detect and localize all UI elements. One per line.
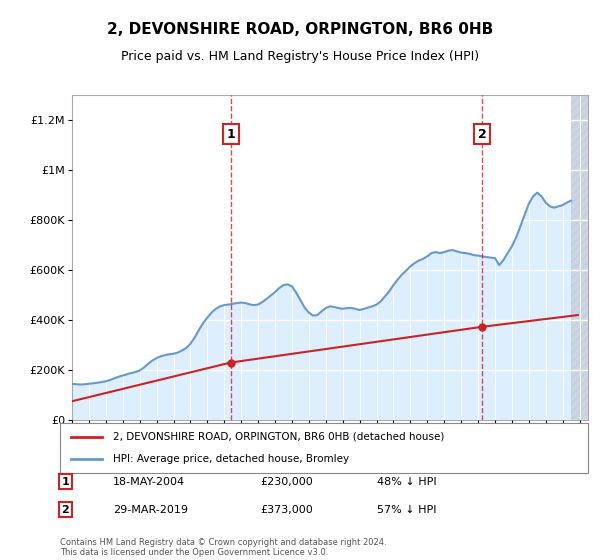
Text: £230,000: £230,000 [260,477,313,487]
Text: 57% ↓ HPI: 57% ↓ HPI [377,505,436,515]
Text: Contains HM Land Registry data © Crown copyright and database right 2024.
This d: Contains HM Land Registry data © Crown c… [60,538,386,557]
Text: 48% ↓ HPI: 48% ↓ HPI [377,477,436,487]
Text: HPI: Average price, detached house, Bromley: HPI: Average price, detached house, Brom… [113,454,349,464]
Text: £373,000: £373,000 [260,505,313,515]
Text: 2: 2 [478,128,487,141]
Text: 1: 1 [61,477,69,487]
Text: 2, DEVONSHIRE ROAD, ORPINGTON, BR6 0HB (detached house): 2, DEVONSHIRE ROAD, ORPINGTON, BR6 0HB (… [113,432,444,442]
Text: 2, DEVONSHIRE ROAD, ORPINGTON, BR6 0HB: 2, DEVONSHIRE ROAD, ORPINGTON, BR6 0HB [107,22,493,38]
FancyBboxPatch shape [60,423,588,473]
Text: 2: 2 [61,505,69,515]
Text: 18-MAY-2004: 18-MAY-2004 [113,477,185,487]
Bar [571,95,588,420]
Text: 29-MAR-2019: 29-MAR-2019 [113,505,188,515]
Text: Price paid vs. HM Land Registry's House Price Index (HPI): Price paid vs. HM Land Registry's House … [121,50,479,63]
Text: 1: 1 [226,128,235,141]
